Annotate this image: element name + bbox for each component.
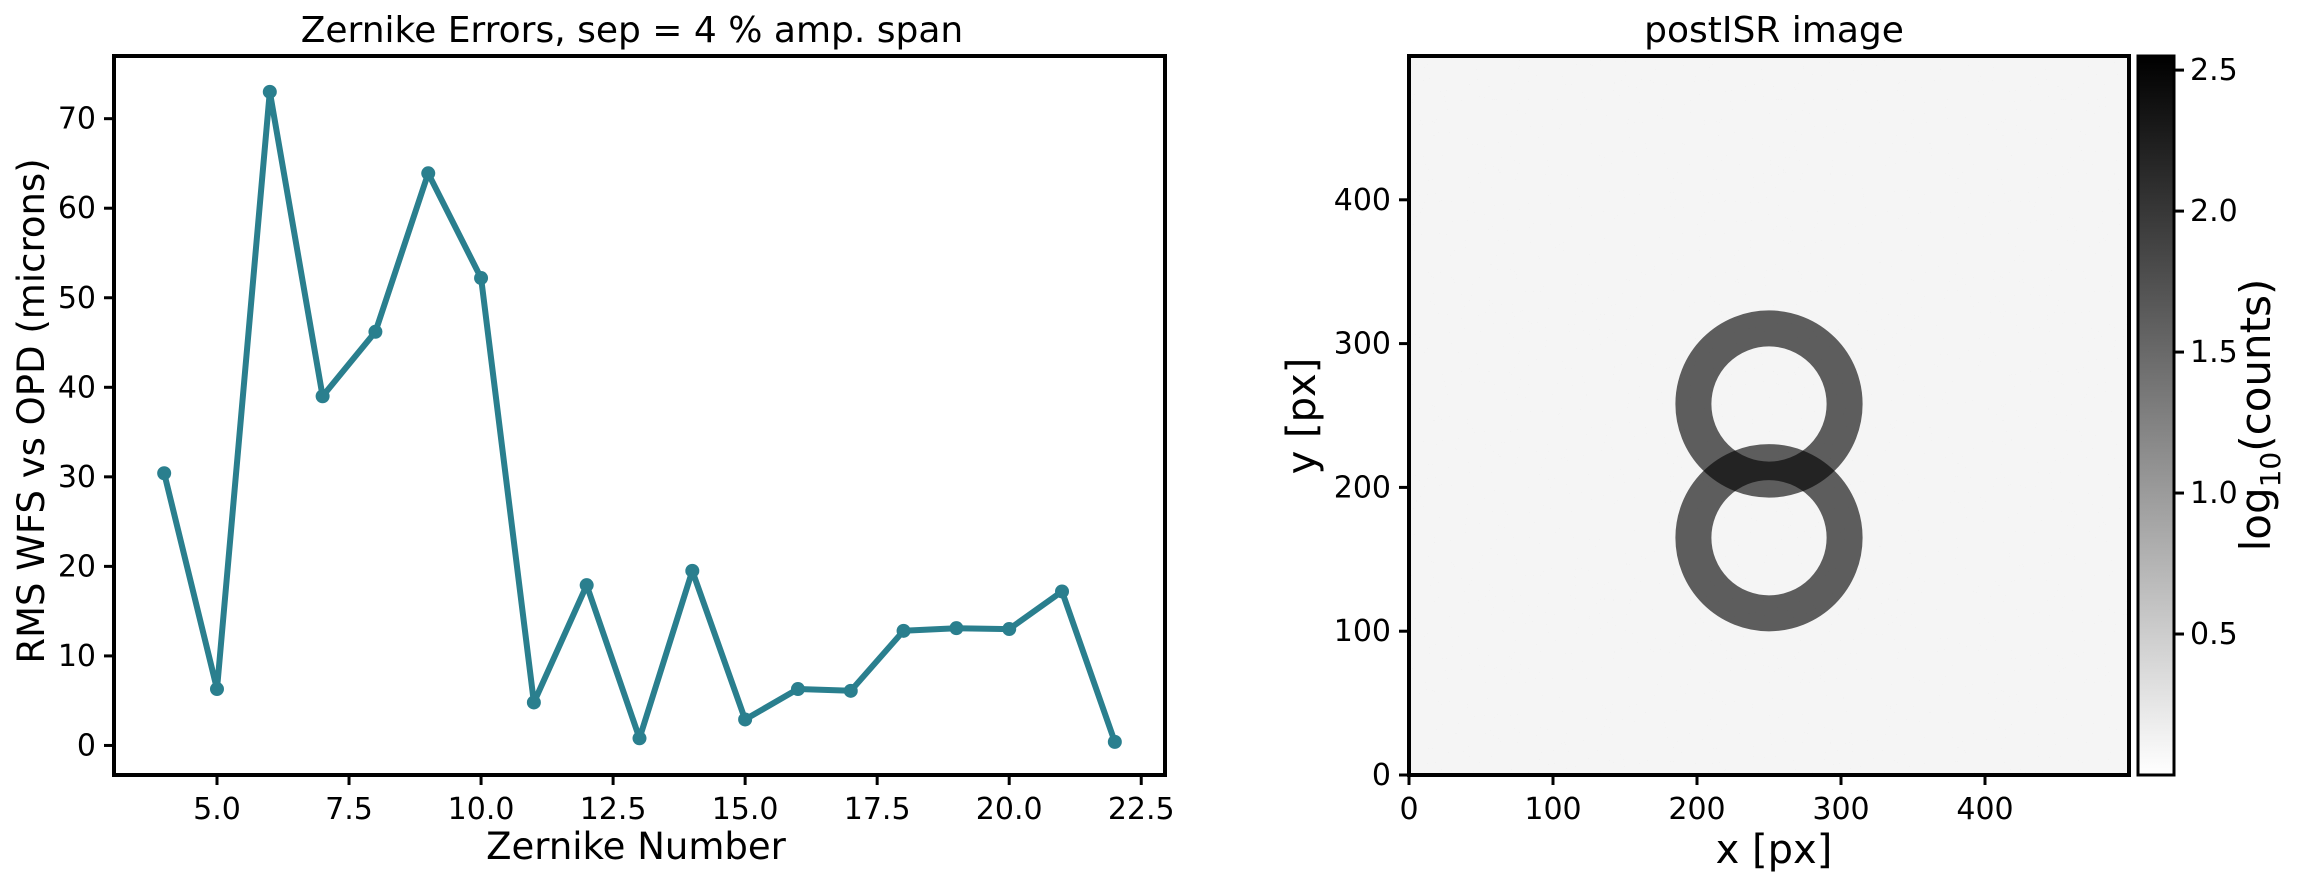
y-tick-label: 0 — [77, 728, 96, 763]
y-tick-label: 10 — [58, 639, 96, 674]
data-point — [1055, 584, 1070, 599]
y-tick-label: 30 — [58, 460, 96, 495]
colorbar-tick-label: 0.5 — [2190, 617, 2238, 652]
x-tick-label: 10.0 — [448, 792, 515, 827]
x-tick-label: 22.5 — [1108, 792, 1175, 827]
image-ylabel: y [px] — [1279, 358, 1325, 475]
x-tick-label: 17.5 — [844, 792, 911, 827]
y-tick-label: 100 — [1334, 614, 1391, 649]
colorbar-tick-label: 2.5 — [2190, 53, 2238, 88]
line-chart-ticks: 5.0 7.5 10.0 12.5 15.0 17.5 20.0 22.5 0 10 20 30 40 5… — [58, 102, 1175, 827]
x-tick-label: 15.0 — [712, 792, 779, 827]
image-plot — [1409, 56, 2129, 775]
y-tick-label: 70 — [58, 102, 96, 137]
data-point — [790, 682, 805, 697]
colorbar — [2136, 54, 2176, 777]
x-tick-label: 20.0 — [976, 792, 1043, 827]
line-chart-frame — [112, 54, 1167, 777]
image-title: postISR image — [1644, 10, 1904, 51]
data-point — [262, 84, 277, 99]
image-ticks: 0 100 200 300 400 0 100 200 300 400 — [1334, 183, 2014, 827]
image-noise — [1409, 56, 2129, 775]
y-tick-label: 20 — [58, 549, 96, 584]
data-point — [1107, 734, 1122, 749]
data-point — [843, 683, 858, 698]
x-tick-label: 0 — [1399, 792, 1418, 827]
data-point — [526, 695, 541, 710]
y-tick-label: 60 — [58, 191, 96, 226]
data-point — [421, 166, 436, 181]
data-point — [896, 623, 911, 638]
x-tick-label: 300 — [1812, 792, 1869, 827]
y-tick-label: 0 — [1372, 758, 1391, 793]
colorbar-tick-label: 1.0 — [2190, 476, 2238, 511]
data-point — [738, 712, 753, 727]
data-point — [949, 621, 964, 636]
line-chart-marks — [157, 84, 1122, 749]
y-tick-label: 40 — [58, 370, 96, 405]
line-chart-xlabel: Zernike Number — [486, 825, 786, 868]
data-point — [579, 578, 594, 593]
colorbar-label: log10(counts) — [2231, 279, 2287, 552]
data-point — [1002, 622, 1017, 637]
x-tick-label: 7.5 — [325, 792, 373, 827]
y-tick-label: 300 — [1334, 327, 1391, 362]
data-point — [685, 563, 700, 578]
data-point — [315, 389, 330, 404]
y-tick-label: 400 — [1334, 183, 1391, 218]
x-tick-label: 12.5 — [580, 792, 647, 827]
data-point — [632, 731, 647, 746]
x-tick-label: 200 — [1668, 792, 1725, 827]
line-chart-ylabel: RMS WFS vs OPD (microns) — [10, 158, 53, 663]
line-chart-title: Zernike Errors, sep = 4 % amp. span — [301, 10, 964, 51]
data-point — [157, 466, 172, 481]
x-tick-label: 100 — [1524, 792, 1581, 827]
data-point — [209, 682, 224, 697]
colorbar-tick-label: 2.0 — [2190, 194, 2238, 229]
x-tick-label: 5.0 — [193, 792, 241, 827]
image-frame — [1407, 54, 2131, 777]
data-point — [368, 324, 383, 339]
donut-ring — [1675, 444, 1863, 632]
y-tick-label: 50 — [58, 281, 96, 316]
image-xlabel: x [px] — [1716, 827, 1833, 873]
data-point — [474, 271, 489, 286]
colorbar-tick-label: 1.5 — [2190, 335, 2238, 370]
series-line — [161, 88, 1118, 743]
x-tick-label: 400 — [1956, 792, 2013, 827]
y-tick-label: 200 — [1334, 470, 1391, 505]
colorbar-ticks: 0.5 1.0 1.5 2.0 2.5 — [2174, 53, 2238, 652]
image-features — [1675, 310, 1863, 632]
